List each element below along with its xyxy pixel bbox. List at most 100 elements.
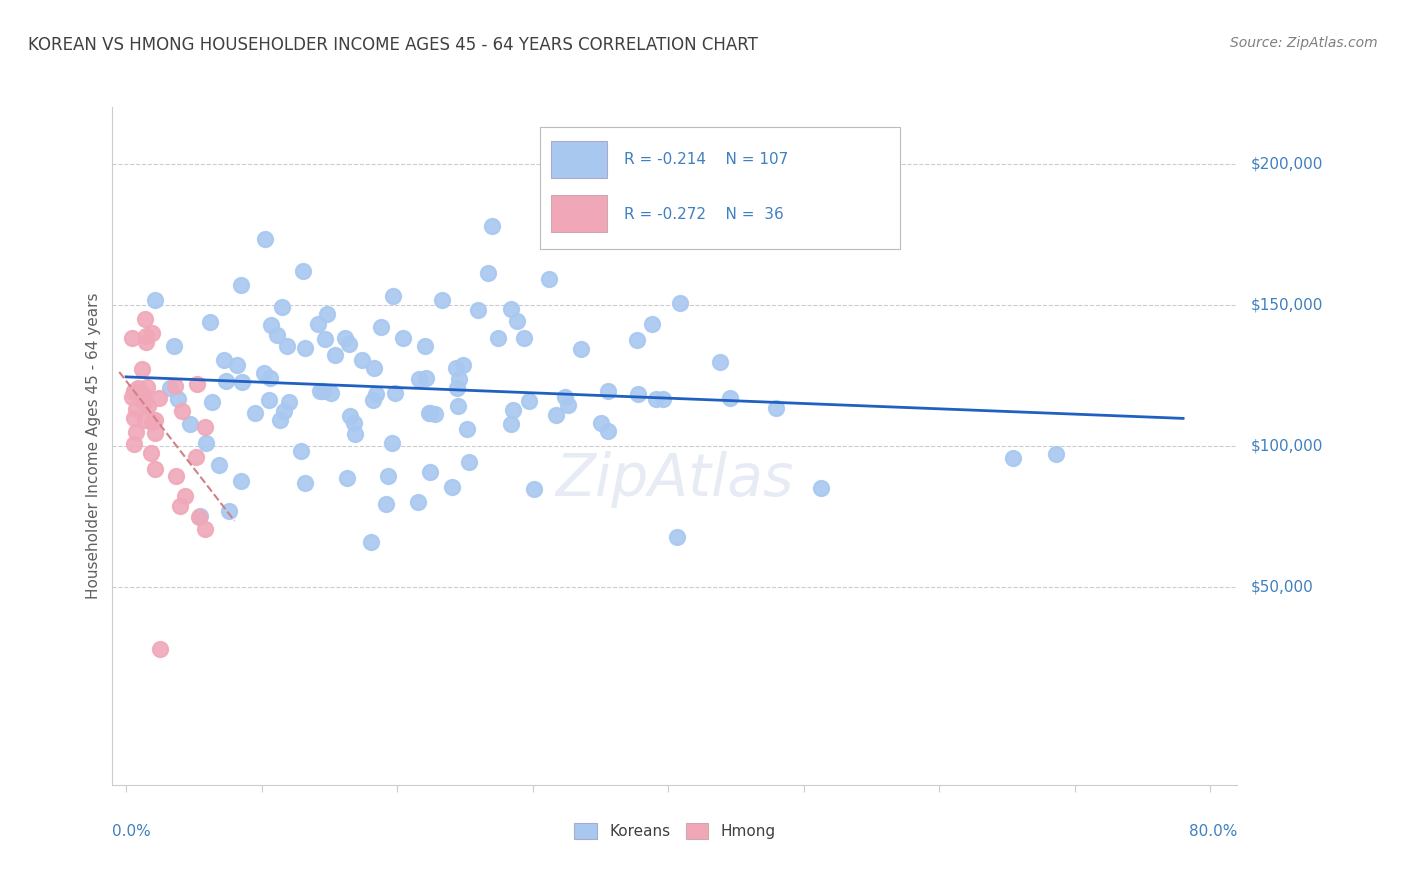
Text: 80.0%: 80.0% xyxy=(1189,824,1237,838)
Point xyxy=(364,386,387,401)
Point xyxy=(314,332,336,346)
Point xyxy=(194,523,217,537)
Point xyxy=(169,500,191,514)
FancyBboxPatch shape xyxy=(551,141,607,178)
Point xyxy=(194,435,217,450)
Point xyxy=(339,409,361,423)
Point xyxy=(523,483,546,497)
Point xyxy=(360,535,382,549)
Point xyxy=(352,352,374,367)
Point xyxy=(557,398,579,412)
Point xyxy=(499,301,522,316)
Text: KOREAN VS HMONG HOUSEHOLDER INCOME AGES 45 - 64 YEARS CORRELATION CHART: KOREAN VS HMONG HOUSEHOLDER INCOME AGES … xyxy=(28,36,758,54)
Point xyxy=(194,420,217,434)
Point xyxy=(546,409,568,423)
Point xyxy=(143,462,166,476)
Point xyxy=(1001,451,1024,466)
Point xyxy=(370,319,392,334)
Point xyxy=(143,425,166,440)
Point xyxy=(456,422,478,436)
Point xyxy=(134,413,156,427)
Point xyxy=(122,384,145,399)
Point xyxy=(134,312,156,326)
Point xyxy=(321,385,343,400)
Point xyxy=(457,455,479,469)
Point xyxy=(668,296,690,310)
Point xyxy=(343,427,366,442)
Point xyxy=(718,391,741,405)
Point xyxy=(374,497,396,511)
Point xyxy=(384,386,406,401)
Point xyxy=(226,358,249,372)
Point xyxy=(467,303,489,318)
Point xyxy=(336,471,359,485)
Point xyxy=(166,392,188,406)
Point xyxy=(254,231,277,245)
Point xyxy=(139,446,162,460)
Point xyxy=(361,392,384,407)
Point xyxy=(135,334,157,349)
Point xyxy=(569,342,592,356)
Point xyxy=(136,380,159,394)
Point xyxy=(413,339,436,353)
Point xyxy=(453,358,475,372)
Point xyxy=(392,331,415,345)
Point xyxy=(408,372,430,386)
Point xyxy=(143,293,166,307)
Point xyxy=(292,263,315,277)
Point xyxy=(208,458,231,472)
Point xyxy=(596,424,619,438)
Point xyxy=(159,381,181,395)
Point xyxy=(381,289,404,303)
Point xyxy=(294,475,316,490)
Point xyxy=(148,391,170,405)
Point xyxy=(243,406,266,420)
Point xyxy=(125,425,148,439)
Point xyxy=(149,642,172,657)
Point xyxy=(408,495,430,509)
Point xyxy=(644,392,666,406)
Point xyxy=(141,326,163,340)
Point xyxy=(172,404,194,418)
Point xyxy=(257,392,280,407)
Point xyxy=(626,333,648,347)
Point xyxy=(229,474,252,488)
Point xyxy=(132,388,155,402)
Point xyxy=(186,376,208,391)
Point xyxy=(165,468,187,483)
Point xyxy=(430,293,453,307)
Point xyxy=(343,416,366,430)
Point xyxy=(135,329,157,343)
Point xyxy=(143,413,166,427)
Point xyxy=(316,307,339,321)
Point xyxy=(499,417,522,432)
Point xyxy=(441,479,464,493)
Point xyxy=(502,403,524,417)
Point xyxy=(253,366,276,380)
Point xyxy=(425,407,447,421)
Point xyxy=(627,386,650,401)
Point xyxy=(418,406,440,420)
Point xyxy=(307,317,329,331)
Point xyxy=(277,395,299,409)
Point xyxy=(269,413,291,427)
Text: ZipAtlas: ZipAtlas xyxy=(555,451,794,508)
Point xyxy=(506,313,529,327)
Point xyxy=(651,392,673,406)
Point xyxy=(381,435,404,450)
Point xyxy=(517,394,540,409)
Point xyxy=(122,436,145,450)
Point xyxy=(513,331,536,345)
Point xyxy=(311,384,333,398)
Point xyxy=(377,469,399,483)
Point xyxy=(214,353,236,368)
Point xyxy=(124,401,146,416)
FancyBboxPatch shape xyxy=(551,195,607,233)
Point xyxy=(231,278,253,293)
Point xyxy=(709,355,731,369)
Point xyxy=(1045,447,1067,461)
Point xyxy=(446,360,468,375)
Point xyxy=(477,267,499,281)
Point xyxy=(273,404,295,418)
Point xyxy=(215,374,238,388)
